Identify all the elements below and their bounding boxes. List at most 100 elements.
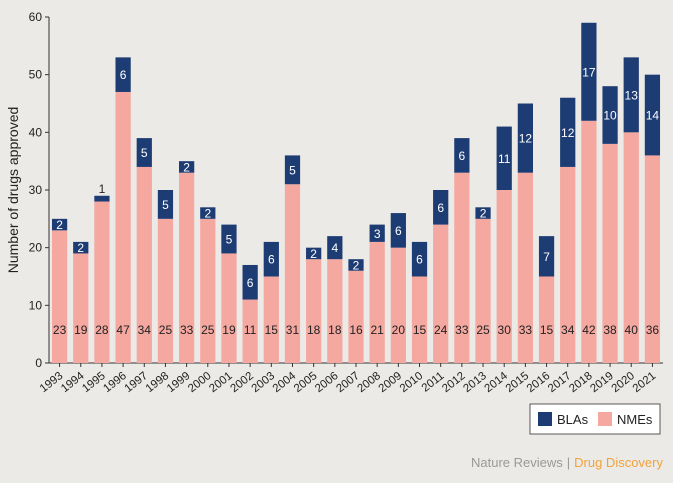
bar-nme (115, 91, 131, 363)
bar-bla-value-label: 2 (480, 207, 487, 221)
bar-bla-value-label: 13 (625, 88, 639, 102)
brand-nature-reviews: Nature Reviews (470, 455, 563, 470)
bar-bla-value-label: 6 (437, 201, 444, 215)
bar-nme (475, 218, 491, 363)
y-tick-label: 10 (29, 298, 43, 312)
bar-bla (178, 161, 195, 173)
bar-bla (306, 247, 322, 260)
bar-nme (327, 259, 343, 363)
bar-bla-value-label: 12 (519, 132, 533, 146)
bar-bla-value-label: 6 (416, 253, 423, 267)
bar-bla (348, 259, 364, 271)
bar-nme-value-label: 33 (180, 323, 194, 337)
bar-bla-value-label: 2 (56, 218, 63, 232)
bar-bla-value-label: 6 (459, 149, 466, 163)
bar-bla-value-label: 11 (498, 152, 511, 166)
bar-nme (496, 190, 512, 363)
bar-bla (242, 264, 258, 300)
bar-bla (644, 74, 661, 156)
bar-nme (644, 155, 661, 363)
bar-nme-value-label: 21 (370, 323, 384, 337)
bar-bla (221, 224, 237, 254)
bar-bla (51, 218, 68, 231)
x-tick-label: 2017 (546, 370, 574, 395)
bar-nme-value-label: 18 (307, 323, 321, 337)
legend: BLAs NMEs (529, 403, 661, 435)
bar-bla (475, 207, 491, 219)
x-tick-label: 2008 (355, 370, 383, 395)
bar-bla (73, 241, 89, 254)
bar-nme-value-label: 15 (413, 323, 427, 337)
bar-nme (560, 166, 576, 363)
y-tick-label: 50 (29, 68, 43, 82)
bar-bla-value-label: 14 (646, 109, 660, 123)
bar-nme (602, 143, 618, 363)
bar-bla (327, 236, 343, 260)
bar-bla-value-label: 2 (353, 258, 360, 272)
bar-bla (623, 57, 639, 133)
bar-nme (623, 132, 639, 363)
bar-nme-value-label: 28 (95, 323, 109, 337)
bar-bla (538, 236, 555, 277)
x-tick-label: 1993 (38, 370, 66, 395)
bar-bla-value-label: 4 (331, 241, 338, 255)
bar-bla-value-label: 6 (268, 253, 275, 267)
bar-nme-value-label: 15 (265, 323, 279, 337)
bar-nme (178, 172, 195, 363)
legend-swatch-nmes (598, 412, 612, 426)
x-tick-label: 2004 (271, 370, 299, 396)
x-tick-label: 2021 (631, 370, 659, 395)
bar-nme (433, 224, 449, 363)
bar-bla (560, 97, 576, 167)
bar-bla-value-label: 5 (141, 146, 148, 160)
bar-nme (454, 172, 470, 363)
brand-drug-discovery: Drug Discovery (574, 455, 663, 470)
x-tick-label: 1997 (123, 370, 151, 395)
bar-nme-value-label: 31 (286, 323, 300, 337)
bar-bla-value-label: 12 (561, 126, 575, 140)
x-tick-label: 1995 (80, 370, 108, 395)
y-tick-label: 40 (29, 125, 43, 139)
x-tick-label: 1999 (165, 370, 193, 395)
bar-bla (433, 190, 449, 225)
bar-bla-value-label: 1 (99, 182, 106, 196)
bar-bla (602, 86, 618, 144)
bar-nme-value-label: 25 (476, 323, 490, 337)
bar-bla-value-label: 2 (77, 241, 84, 255)
bar-nme-value-label: 47 (116, 323, 130, 337)
y-tick-label: 60 (29, 10, 43, 24)
bar-nme-value-label: 16 (349, 323, 363, 337)
y-axis-label: Number of drugs approved (5, 107, 21, 274)
x-tick-label: 2012 (440, 370, 468, 395)
bar-bla-value-label: 17 (582, 65, 596, 79)
x-tick-label: 2005 (292, 370, 320, 395)
x-tick-label: 2015 (504, 370, 532, 395)
x-tick-label: 2007 (334, 370, 362, 395)
bar-bla (115, 57, 131, 92)
bar-bla-value-label: 6 (120, 68, 127, 82)
bar-bla (411, 241, 428, 277)
bar-nme-value-label: 19 (222, 323, 236, 337)
y-tick-label: 0 (35, 356, 42, 370)
legend-label-blas: BLAs (557, 412, 589, 427)
x-tick-label: 1994 (59, 370, 87, 396)
bar-nme-value-label: 19 (74, 323, 88, 337)
y-axis: 0 10 20 30 40 50 60 (29, 10, 50, 370)
bar-nme (94, 201, 110, 363)
legend-swatch-blas (538, 412, 552, 426)
bar-nme-value-label: 33 (519, 323, 533, 337)
bar-bla (517, 103, 534, 173)
bar-nme-value-label: 36 (646, 323, 660, 337)
bar-nme-value-label: 40 (625, 323, 639, 337)
bar-bla-value-label: 3 (374, 227, 381, 241)
bar-nme-value-label: 34 (561, 323, 575, 337)
bar-bla-value-label: 10 (603, 109, 617, 123)
y-tick-label: 20 (29, 241, 43, 255)
bar-bla (454, 138, 470, 173)
bar-bla-value-label: 2 (310, 247, 317, 261)
bar-bla (200, 207, 216, 219)
bar-nme (390, 247, 406, 363)
bar-nme-value-label: 18 (328, 323, 342, 337)
y-tick-label: 30 (29, 183, 43, 197)
